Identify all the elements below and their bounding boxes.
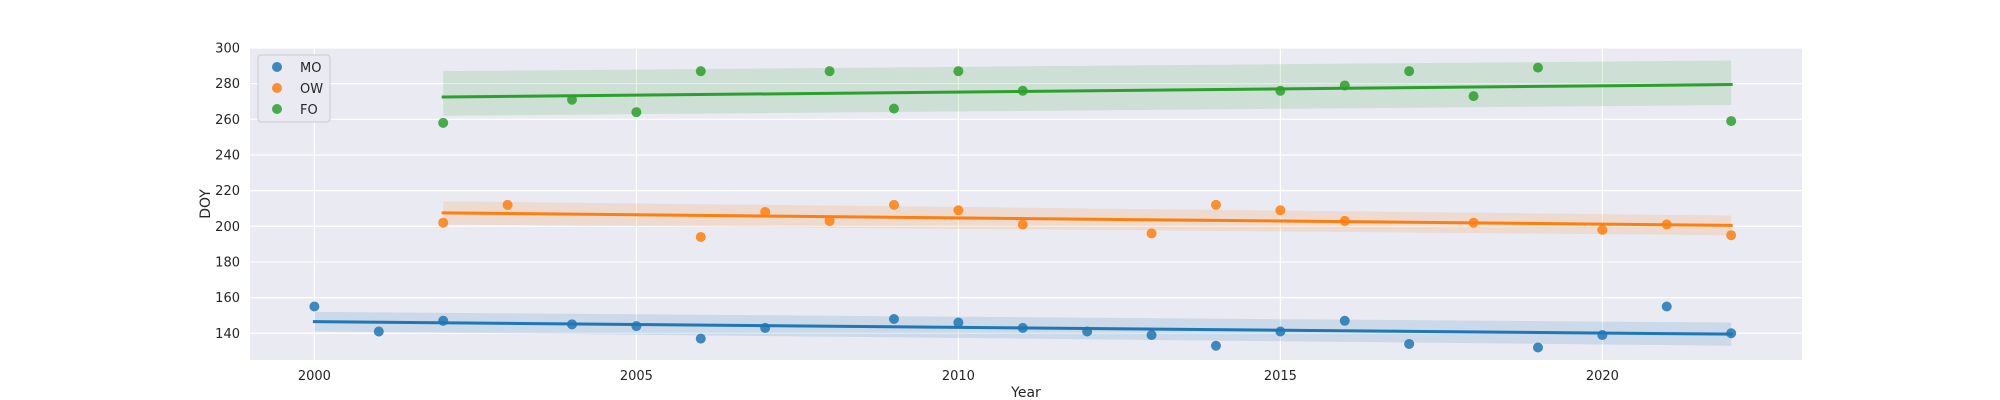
point-fo — [1404, 66, 1415, 77]
point-fo — [888, 103, 899, 114]
point-fo — [1726, 116, 1737, 127]
point-ow — [953, 205, 964, 216]
legend: MO OW FO — [257, 54, 331, 123]
point-mo — [438, 315, 449, 326]
x-tick-label: 2010 — [942, 369, 975, 384]
point-mo — [309, 301, 320, 312]
data-points — [309, 62, 1737, 353]
trend-line-fo — [441, 83, 1733, 99]
grid — [250, 47, 1802, 360]
point-ow — [1017, 219, 1028, 230]
point-ow — [1468, 217, 1479, 228]
point-mo — [1275, 326, 1286, 337]
point-ow — [695, 231, 706, 242]
x-tick-label: 2015 — [1264, 369, 1297, 384]
point-mo — [1726, 328, 1737, 339]
point-ow — [1146, 228, 1157, 239]
point-fo — [631, 107, 642, 118]
point-ow — [760, 207, 771, 218]
point-mo — [1404, 338, 1415, 349]
point-mo — [566, 319, 577, 330]
y-tick-label: 200 — [215, 220, 240, 235]
y-tick-labels: 140 160 180 200 220 240 260 280 300 — [215, 42, 240, 342]
y-tick-label: 300 — [215, 42, 240, 57]
point-mo — [1532, 342, 1543, 353]
point-fo — [695, 66, 706, 77]
point-fo — [1468, 91, 1479, 102]
legend-label-fo: FO — [300, 103, 318, 118]
point-mo — [373, 326, 384, 337]
legend-marker-ow — [272, 83, 282, 93]
point-ow — [1661, 219, 1672, 230]
y-axis-label: DOY — [198, 189, 214, 219]
point-fo — [566, 94, 577, 105]
point-fo — [1275, 85, 1286, 96]
y-tick-label: 160 — [215, 291, 240, 306]
point-mo — [1017, 322, 1028, 333]
point-ow — [1275, 205, 1286, 216]
point-mo — [1597, 330, 1608, 341]
point-ow — [1726, 230, 1737, 241]
point-mo — [760, 322, 771, 333]
point-mo — [1146, 330, 1157, 341]
x-axis-label: Year — [1010, 385, 1041, 400]
point-ow — [888, 199, 899, 210]
point-fo — [1017, 85, 1028, 96]
point-ow — [1210, 199, 1221, 210]
legend-marker-mo — [272, 62, 282, 72]
x-tick-label: 2005 — [620, 369, 653, 384]
point-fo — [824, 66, 835, 77]
point-fo — [438, 117, 449, 128]
legend-label-mo: MO — [300, 61, 321, 76]
point-ow — [1339, 215, 1350, 226]
x-tick-label: 2020 — [1586, 369, 1619, 384]
point-ow — [824, 215, 835, 226]
point-mo — [1661, 301, 1672, 312]
x-tick-labels: 2000 2005 2010 2015 2020 — [298, 369, 1619, 384]
y-tick-label: 180 — [215, 255, 240, 270]
point-ow — [1597, 224, 1608, 235]
y-tick-label: 280 — [215, 77, 240, 92]
point-mo — [1082, 326, 1093, 337]
point-mo — [953, 317, 964, 328]
point-fo — [1339, 80, 1350, 91]
point-ow — [502, 199, 513, 210]
y-tick-label: 240 — [215, 148, 240, 163]
legend-label-ow: OW — [300, 82, 323, 97]
y-tick-label: 140 — [215, 327, 240, 342]
point-mo — [695, 333, 706, 344]
x-tick-label: 2000 — [298, 369, 331, 384]
y-tick-label: 220 — [215, 184, 240, 199]
point-ow — [438, 217, 449, 228]
point-fo — [953, 66, 964, 77]
trend-line-ow — [441, 211, 1733, 227]
y-tick-label: 260 — [215, 113, 240, 128]
point-mo — [1339, 315, 1350, 326]
point-mo — [631, 321, 642, 332]
point-mo — [888, 313, 899, 324]
legend-marker-fo — [272, 104, 282, 114]
point-mo — [1210, 340, 1221, 351]
point-fo — [1532, 62, 1543, 73]
